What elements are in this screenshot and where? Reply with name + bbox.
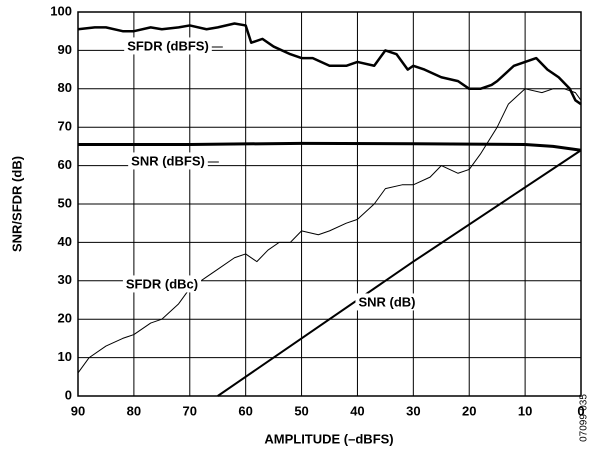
y-tick-label: 10 <box>58 349 72 364</box>
series-label: SNR (dBFS) <box>131 153 205 168</box>
label-background <box>124 37 212 55</box>
x-tick-label: 20 <box>462 403 476 418</box>
x-tick-label: 30 <box>406 403 420 418</box>
series-line <box>78 141 582 152</box>
series-line <box>217 149 582 397</box>
x-tick-label: 50 <box>294 403 308 418</box>
y-tick-label: 20 <box>58 311 72 326</box>
label-background <box>128 152 208 170</box>
y-tick-label: 70 <box>58 119 72 134</box>
series-label: SFDR (dBFS) <box>127 38 209 53</box>
x-tick-label: 70 <box>183 403 197 418</box>
y-tick-label: 90 <box>58 42 72 57</box>
plot-frame <box>77 11 582 397</box>
y-tick-label: 40 <box>58 234 72 249</box>
x-tick-label: 60 <box>238 403 252 418</box>
x-tick-label: 0 <box>577 403 584 418</box>
label-background <box>122 275 202 293</box>
y-axis-label: SNR/SFDR (dB) <box>9 156 24 252</box>
label-background <box>355 293 419 311</box>
y-tick-label: 100 <box>50 3 72 18</box>
x-tick-label: 80 <box>127 403 141 418</box>
series-label: SNR (dB) <box>358 294 415 309</box>
y-tick-label: 60 <box>58 157 72 172</box>
x-tick-label: 40 <box>350 403 364 418</box>
series-line <box>77 22 582 106</box>
y-tick-label: 80 <box>58 80 72 95</box>
figure-code: 07099-035 <box>579 394 590 442</box>
series-line <box>77 88 582 374</box>
x-tick-label: 90 <box>71 403 85 418</box>
x-axis-label: AMPLITUDE (–dBFS) <box>264 431 393 446</box>
y-tick-label: 50 <box>58 195 72 210</box>
x-tick-label: 10 <box>518 403 532 418</box>
y-tick-label: 30 <box>58 272 72 287</box>
y-tick-label: 0 <box>65 387 72 402</box>
series-label: SFDR (dBc) <box>126 276 198 291</box>
